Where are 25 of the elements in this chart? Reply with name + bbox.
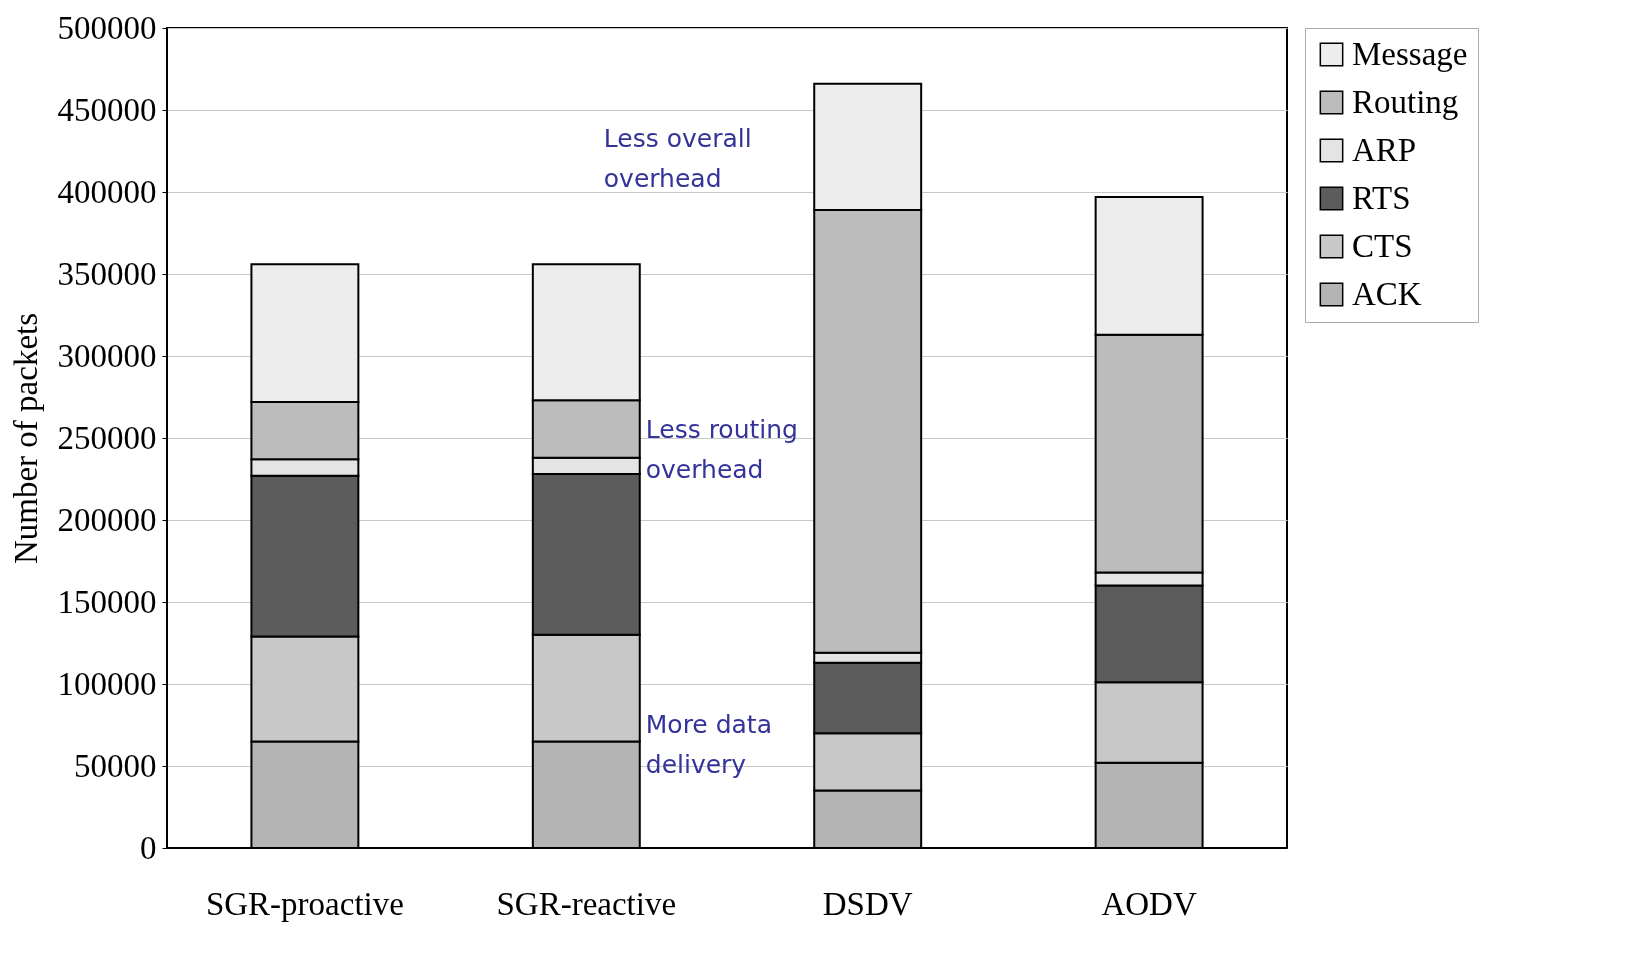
y-tick-label: 250000 [57,419,157,456]
annotation: Less overall overhead [603,123,752,193]
y-tick-label: 0 [140,829,157,866]
y-tick-label: 100000 [57,665,157,702]
x-tick-label: SGR-proactive [205,885,404,922]
y-tick-label: 400000 [57,173,157,210]
y-tick-label: 450000 [57,91,157,128]
y-tick-label: 300000 [57,337,157,374]
y-axis-title: Number of packets [7,312,44,565]
annotation: More data delivery [645,710,772,779]
legend-label: CTS [1352,227,1413,264]
y-tick-label: 500000 [57,9,157,46]
y-tick-label: 150000 [57,583,157,620]
legend-label: RTS [1352,179,1411,216]
annotation: Less routing overhead [645,414,798,484]
y-tick-label: 350000 [57,255,157,292]
y-tick-label: 200000 [57,501,157,538]
legend-label: Message [1352,35,1468,72]
legend-label: ACK [1352,275,1422,312]
legend-label: Routing [1352,83,1459,120]
x-tick-label: SGR-reactive [496,885,677,922]
y-tick-label: 50000 [74,747,157,784]
x-tick-label: DSDV [822,885,913,922]
legend-label: ARP [1352,131,1417,168]
x-tick-label: AODV [1101,885,1197,922]
